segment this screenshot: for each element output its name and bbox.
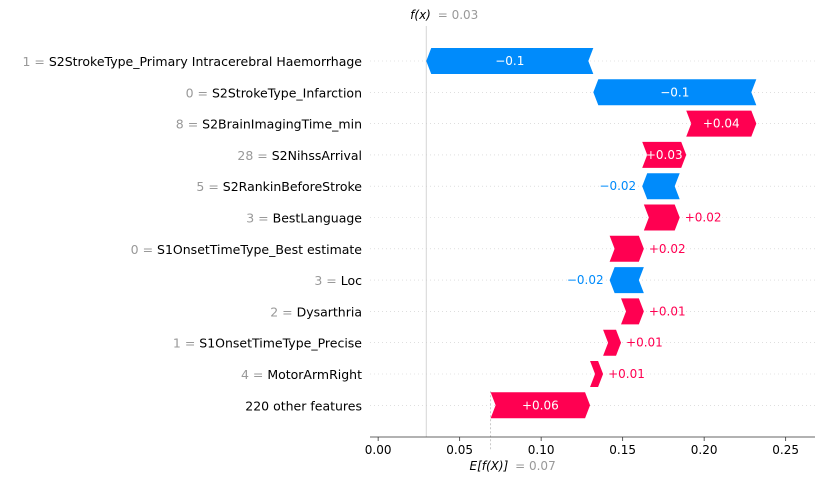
x-tick-label: 0.20 [691, 443, 718, 457]
waterfall-bar [590, 361, 604, 387]
bar-value-label: +0.02 [649, 242, 686, 256]
feature-label: 3 = BestLanguage [246, 210, 362, 225]
feature-value: 2 = [270, 304, 296, 319]
bar-value-label: +0.02 [685, 211, 722, 225]
bar-value-label: +0.01 [626, 336, 663, 350]
waterfall-bar [609, 267, 644, 294]
feature-label: 3 = Loc [314, 273, 362, 288]
efx-label-value: = 0.07 [515, 459, 556, 473]
feature-value: 1 = [173, 335, 199, 350]
feature-label: 220 other features [245, 398, 362, 413]
feature-name: MotorArmRight [267, 367, 362, 382]
bar-value-label: +0.01 [608, 367, 645, 381]
feature-name: S2NihssArrival [272, 147, 362, 162]
bars-layer: −0.1 −0.1 +0.04 +0.03 −0.02 +0.02 +0.02 −0.02 +0… [426, 48, 757, 419]
bar-value-label: +0.04 [703, 117, 740, 131]
feature-value: 28 = [237, 147, 271, 162]
waterfall-bar [603, 329, 622, 356]
feature-label: 1 = S1OnsetTimeType_Precise [173, 335, 362, 350]
feature-name: S2StrokeType_Primary Intracerebral Haemo… [49, 54, 362, 69]
feature-value: 0 = [186, 85, 212, 100]
bar-value-label: −0.02 [599, 179, 636, 193]
fx-label: f(x) = 0.03 [410, 8, 478, 22]
waterfall-bar [490, 392, 591, 419]
feature-name: S2BrainImagingTime_min [202, 116, 362, 131]
bar-value-label: +0.06 [522, 398, 559, 412]
x-axis: 0.00 0.05 0.10 0.15 0.20 0.25 [365, 436, 815, 457]
feature-value: 4 = [241, 367, 267, 382]
waterfall-bar [609, 235, 644, 262]
feature-name: 220 other features [245, 398, 362, 413]
x-tick-label: 0.10 [528, 443, 555, 457]
feature-label: 5 = S2RankinBeforeStroke [196, 179, 362, 194]
feature-name: Loc [341, 273, 362, 288]
feature-label: 2 = Dysarthria [270, 304, 362, 319]
feature-label: 0 = S1OnsetTimeType_Best estimate [131, 241, 363, 256]
feature-name: S2RankinBeforeStroke [223, 179, 363, 194]
x-tick-label: 0.15 [609, 443, 636, 457]
feature-value: 5 = [196, 179, 222, 194]
feature-name: S1OnsetTimeType_Best estimate [157, 241, 362, 256]
x-tick-label: 0.25 [772, 443, 799, 457]
efx-label: E[f(X)] = 0.07 [470, 459, 556, 473]
waterfall-bar [642, 173, 680, 200]
feature-labels: 1 = S2StrokeType_Primary Intracerebral H… [22, 54, 362, 413]
bar-value-label: −0.1 [495, 54, 524, 68]
feature-name: Dysarthria [297, 304, 362, 319]
feature-value: 1 = [22, 54, 48, 69]
feature-label: 4 = MotorArmRight [241, 367, 362, 382]
waterfall-bar [593, 79, 757, 106]
feature-label: 28 = S2NihssArrival [237, 147, 362, 162]
waterfall-bar [621, 298, 644, 325]
grid-lines [370, 26, 815, 451]
feature-name: BestLanguage [273, 210, 363, 225]
bar-value-label: −0.1 [660, 85, 689, 99]
feature-label: 1 = S2StrokeType_Primary Intracerebral H… [22, 54, 362, 69]
feature-name: S2StrokeType_Infarction [212, 85, 362, 100]
feature-label: 8 = S2BrainImagingTime_min [176, 116, 362, 131]
waterfall-bar [686, 110, 757, 137]
waterfall-bar [426, 48, 594, 74]
feature-value: 0 = [131, 241, 157, 256]
feature-value: 8 = [176, 116, 202, 131]
bar-value-label: +0.03 [646, 148, 683, 162]
x-tick-label: 0.05 [446, 443, 473, 457]
bar-value-label: +0.01 [649, 304, 686, 318]
feature-value: 3 = [314, 273, 340, 288]
x-tick-label: 0.00 [365, 443, 392, 457]
bar-value-label: −0.02 [567, 273, 604, 287]
feature-value: 3 = [246, 210, 272, 225]
waterfall-bar [642, 141, 687, 168]
waterfall-bar [643, 204, 680, 231]
fx-label-name: f(x) [410, 8, 431, 22]
feature-label: 0 = S2StrokeType_Infarction [186, 85, 362, 100]
feature-name: S1OnsetTimeType_Precise [199, 335, 362, 350]
fx-label-value: = 0.03 [438, 8, 479, 22]
efx-label-name: E[f(X)] [470, 459, 509, 473]
